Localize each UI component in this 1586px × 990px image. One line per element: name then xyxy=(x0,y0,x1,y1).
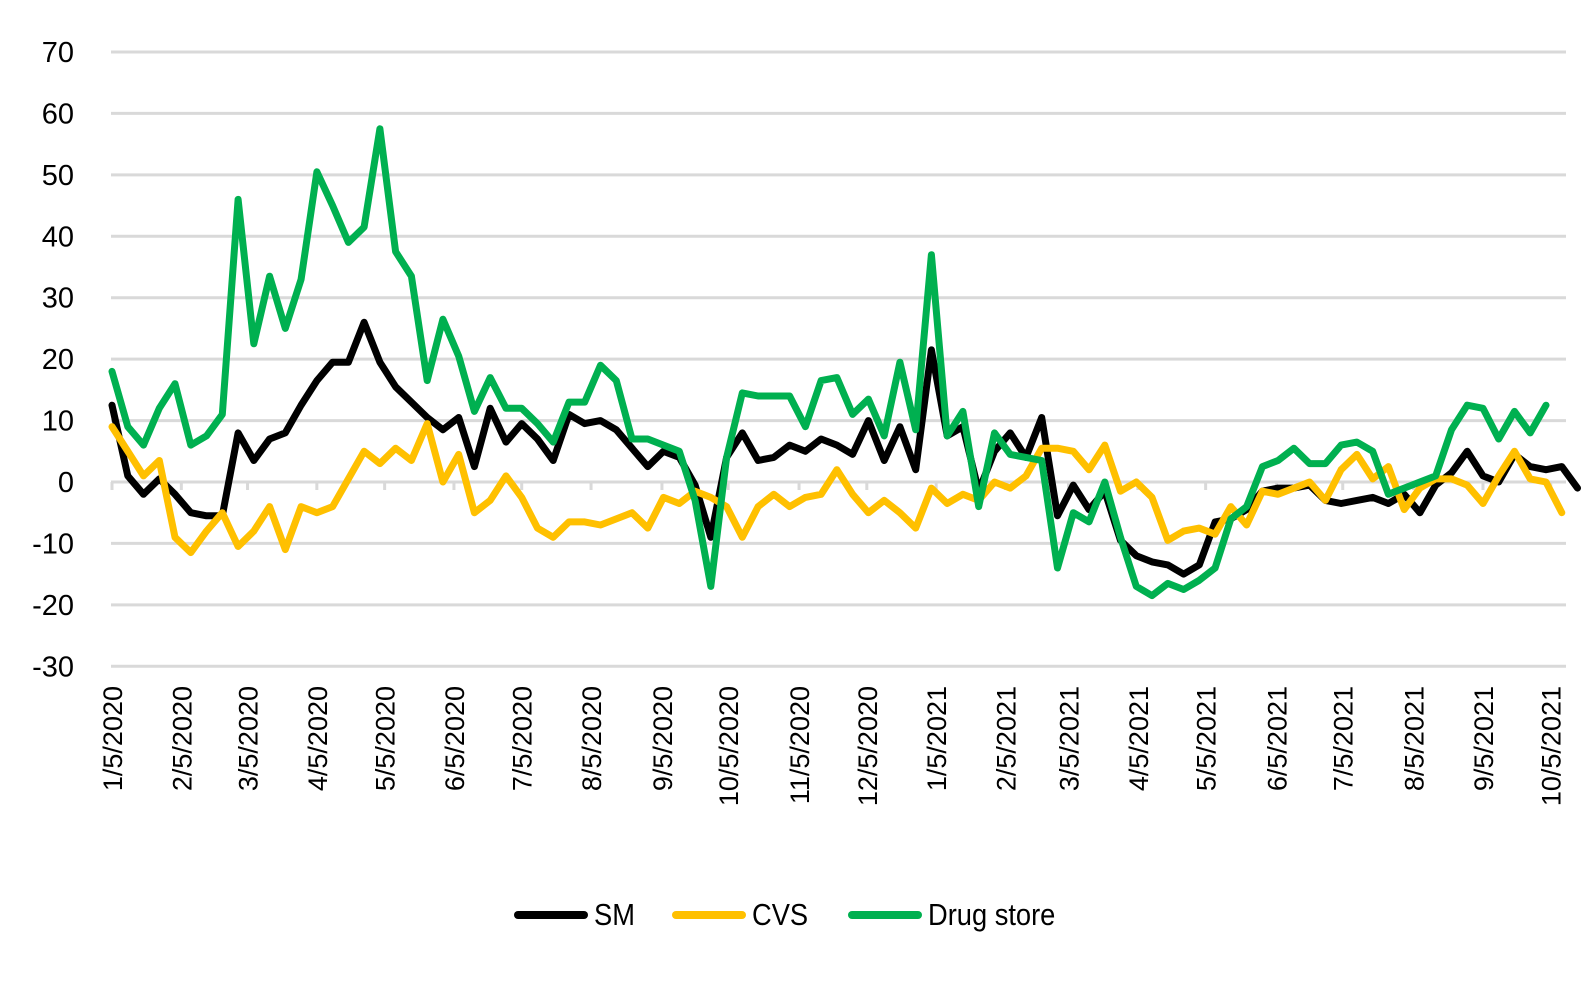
y-tick-label: 30 xyxy=(42,283,74,315)
legend-item-drug-store: Drug store xyxy=(847,897,1073,933)
x-tick-label: 9/5/2021 xyxy=(1469,686,1499,791)
x-tick-label: 7/5/2020 xyxy=(508,686,538,791)
x-tick-label: 8/5/2020 xyxy=(577,686,607,791)
x-tick-label: 3/5/2020 xyxy=(234,686,264,791)
y-tick-label: 70 xyxy=(42,37,74,69)
x-tick-label: 6/5/2020 xyxy=(440,686,470,791)
y-tick-label: -10 xyxy=(32,528,74,560)
x-tick-label: 1/5/2020 xyxy=(98,686,128,791)
x-tick-label: 5/5/2020 xyxy=(371,686,401,791)
x-tick-label: 2/5/2020 xyxy=(167,686,197,791)
y-axis-tick-labels: 70 60 50 40 30 20 10 0 -10 -20 -30 xyxy=(32,37,74,683)
legend-swatch-cvs xyxy=(672,911,746,919)
x-tick-label: 9/5/2020 xyxy=(648,686,678,791)
x-tick-label: 1/5/2021 xyxy=(922,686,952,791)
legend: SM CVS Drug store xyxy=(0,892,1586,938)
x-tick-label: 12/5/2020 xyxy=(853,686,883,806)
y-tick-label: 0 xyxy=(58,467,74,499)
x-tick-label: 10/5/2021 xyxy=(1537,686,1567,806)
legend-item-cvs: CVS xyxy=(672,897,816,933)
legend-label-drug-store: Drug store xyxy=(927,897,1056,932)
x-tick-label: 4/5/2021 xyxy=(1124,686,1154,791)
series-drug-store xyxy=(108,125,1550,600)
x-tick-label: 2/5/2021 xyxy=(991,686,1021,791)
legend-item-sm: SM xyxy=(513,897,641,933)
gridlines xyxy=(110,50,1566,668)
legend-label-sm: SM xyxy=(593,897,635,932)
y-tick-label: 20 xyxy=(42,344,74,376)
x-tick-label: 8/5/2021 xyxy=(1400,686,1430,791)
y-tick-label: 10 xyxy=(42,406,74,438)
x-tick-label: 10/5/2020 xyxy=(714,686,744,806)
y-tick-label: 60 xyxy=(42,98,74,130)
x-tick-label: 7/5/2021 xyxy=(1329,686,1359,791)
series-line-drug-store xyxy=(108,125,1550,600)
x-tick-label: 3/5/2021 xyxy=(1055,686,1085,791)
x-tick-label: 5/5/2021 xyxy=(1192,686,1222,791)
y-tick-label: -30 xyxy=(32,651,74,683)
y-tick-label: 40 xyxy=(42,221,74,253)
legend-swatch-sm xyxy=(513,911,588,919)
x-tick-label: 4/5/2020 xyxy=(303,686,333,791)
series-cvs xyxy=(108,420,1566,557)
x-tick-label: 6/5/2021 xyxy=(1263,686,1293,791)
y-tick-label: -20 xyxy=(32,590,74,622)
series-line-sm xyxy=(108,318,1581,578)
series-lines xyxy=(108,125,1581,600)
y-tick-label: 50 xyxy=(42,160,74,192)
x-tick-label: 11/5/2020 xyxy=(785,686,815,804)
legend-swatch-drug-store xyxy=(847,911,922,919)
legend-label-cvs: CVS xyxy=(752,897,809,932)
x-axis-tick-labels: 1/5/2020 2/5/2020 3/5/2020 4/5/2020 5/5/2020… xyxy=(98,686,1567,806)
